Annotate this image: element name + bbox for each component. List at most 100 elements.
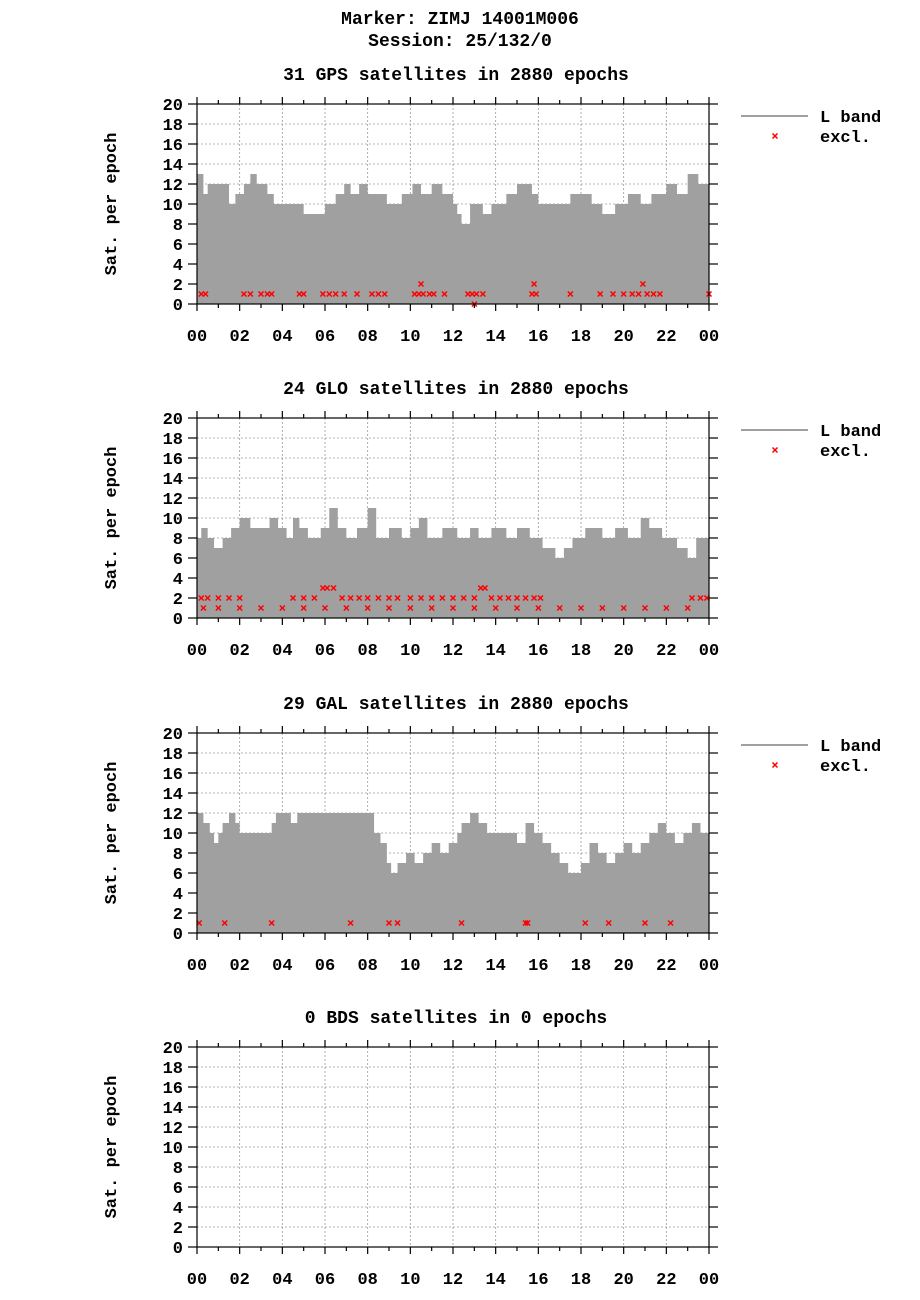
legend-excl-label: excl. [820, 443, 871, 462]
y-tick-label: 10 [163, 1140, 183, 1159]
excl-marker [385, 919, 393, 927]
panel-3: 0 BDS satellites in 0 epochs024681012141… [103, 1009, 719, 1290]
x-tick-label: 00 [187, 642, 207, 661]
x-tick-label: 16 [528, 957, 548, 976]
excl-marker [300, 594, 307, 602]
y-tick-label: 2 [173, 591, 183, 610]
y-tick-label: 0 [173, 297, 183, 316]
excl-marker [202, 290, 209, 298]
y-tick-label: 2 [173, 1220, 183, 1239]
y-tick-label: 20 [163, 411, 183, 430]
excl-marker [300, 604, 307, 612]
excl-marker [236, 604, 243, 612]
x-tick-label: 00 [699, 1271, 719, 1290]
excl-marker [368, 290, 375, 298]
x-tick-label: 10 [400, 328, 420, 347]
excl-marker [577, 604, 585, 612]
excl-marker [215, 604, 222, 612]
x-tick-label: 18 [571, 1271, 591, 1290]
excl-marker [531, 594, 538, 602]
x-tick-label: 22 [656, 642, 676, 661]
excl-marker [473, 290, 480, 298]
excl-marker [524, 919, 531, 927]
excl-marker [439, 594, 446, 602]
x-tick-label: 04 [272, 328, 292, 347]
panel-1: 24 GLO satellites in 2880 epochs02468101… [103, 380, 881, 661]
l-band-area [197, 508, 709, 618]
excl-marker [407, 604, 414, 612]
legend-excl-label: excl. [820, 758, 871, 777]
panels: 31 GPS satellites in 2880 epochs02468101… [103, 66, 881, 1290]
y-tick-label: 8 [173, 846, 183, 865]
y-tick-label: 20 [163, 1040, 183, 1059]
excl-marker [407, 594, 414, 602]
excl-marker [688, 594, 695, 602]
y-tick-label: 6 [173, 237, 183, 256]
x-tick-label: 04 [272, 642, 292, 661]
excl-marker [247, 290, 254, 298]
excl-marker [481, 584, 489, 592]
y-tick-label: 4 [173, 886, 183, 905]
x-tick-label: 18 [571, 328, 591, 347]
x-tick-label: 04 [272, 957, 292, 976]
excl-marker [641, 919, 649, 927]
x-tick-label: 20 [613, 1271, 633, 1290]
x-tick-label: 12 [443, 1271, 463, 1290]
y-tick-label: 20 [163, 726, 183, 745]
x-tick-label: 10 [400, 957, 420, 976]
excl-marker [225, 594, 233, 602]
x-tick-label: 16 [528, 642, 548, 661]
excl-marker [279, 604, 286, 612]
x-tick-label: 18 [571, 642, 591, 661]
excl-marker [641, 604, 649, 612]
x-tick-label: 04 [272, 1271, 292, 1290]
y-tick-label: 16 [163, 766, 183, 785]
x-tick-label: 14 [485, 328, 505, 347]
y-tick-label: 8 [173, 1160, 183, 1179]
excl-marker [582, 919, 589, 927]
excl-marker [471, 604, 478, 612]
x-tick-label: 14 [485, 642, 505, 661]
excl-marker [339, 594, 346, 602]
y-tick-label: 16 [163, 451, 183, 470]
y-tick-label: 6 [173, 551, 183, 570]
y-tick-label: 6 [173, 866, 183, 885]
excl-marker [597, 290, 604, 298]
x-tick-label: 06 [315, 1271, 335, 1290]
excl-marker [458, 919, 465, 927]
excl-marker [479, 290, 486, 298]
y-tick-label: 10 [163, 826, 183, 845]
x-tick-label: 12 [443, 642, 463, 661]
excl-marker [347, 919, 354, 927]
excl-marker [496, 594, 503, 602]
excl-marker [684, 604, 691, 612]
excl-marker [556, 604, 563, 612]
legend-lband-label: L band [820, 423, 881, 442]
legend-excl-swatch [771, 446, 779, 454]
y-tick-label: 12 [163, 1120, 183, 1139]
y-tick-label: 2 [173, 906, 183, 925]
excl-marker [505, 594, 512, 602]
x-tick-label: 22 [656, 328, 676, 347]
excl-marker [428, 594, 435, 602]
excl-marker [289, 594, 297, 602]
y-tick-label: 10 [163, 511, 183, 530]
excl-marker [639, 280, 646, 288]
excl-marker [221, 919, 228, 927]
excl-marker [513, 604, 521, 612]
x-tick-label: 08 [357, 642, 377, 661]
excl-marker [441, 290, 448, 298]
x-tick-label: 12 [443, 328, 463, 347]
excl-marker [430, 290, 437, 298]
x-tick-label: 08 [357, 957, 377, 976]
excl-marker [200, 604, 207, 612]
excl-marker [567, 290, 574, 298]
excl-marker [620, 604, 627, 612]
excl-marker [215, 594, 222, 602]
x-tick-label: 06 [315, 328, 335, 347]
excl-marker [268, 919, 275, 927]
x-tick-label: 10 [400, 1271, 420, 1290]
panel-title: 29 GAL satellites in 2880 epochs [283, 695, 629, 715]
excl-marker [257, 604, 265, 612]
x-tick-label: 02 [229, 642, 249, 661]
